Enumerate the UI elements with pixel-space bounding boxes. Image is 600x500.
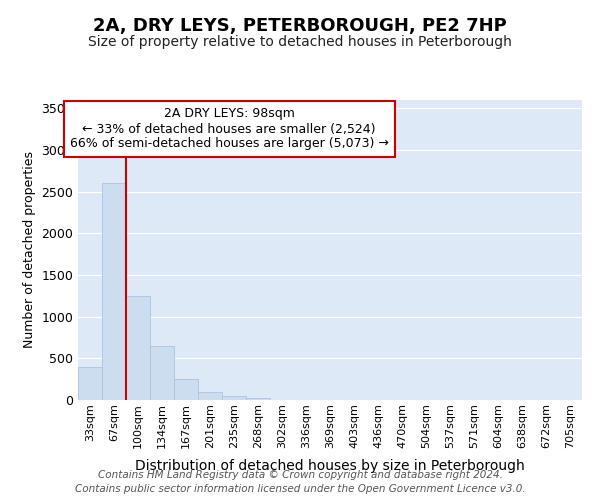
Text: 2A DRY LEYS: 98sqm
← 33% of detached houses are smaller (2,524)
66% of semi-deta: 2A DRY LEYS: 98sqm ← 33% of detached hou…: [70, 108, 389, 150]
Bar: [174, 379, 198, 400]
Text: Contains HM Land Registry data © Crown copyright and database right 2024.
Contai: Contains HM Land Registry data © Crown c…: [74, 470, 526, 494]
Y-axis label: Number of detached properties: Number of detached properties: [23, 152, 36, 348]
Bar: [222, 396, 246, 400]
Bar: [78, 366, 102, 400]
X-axis label: Distribution of detached houses by size in Peterborough: Distribution of detached houses by size …: [135, 459, 525, 473]
Bar: [126, 296, 150, 400]
Bar: [102, 184, 126, 400]
Text: 2A, DRY LEYS, PETERBOROUGH, PE2 7HP: 2A, DRY LEYS, PETERBOROUGH, PE2 7HP: [93, 18, 507, 36]
Bar: [150, 346, 174, 400]
Text: Size of property relative to detached houses in Peterborough: Size of property relative to detached ho…: [88, 35, 512, 49]
Bar: [246, 398, 270, 400]
Bar: [198, 392, 222, 400]
